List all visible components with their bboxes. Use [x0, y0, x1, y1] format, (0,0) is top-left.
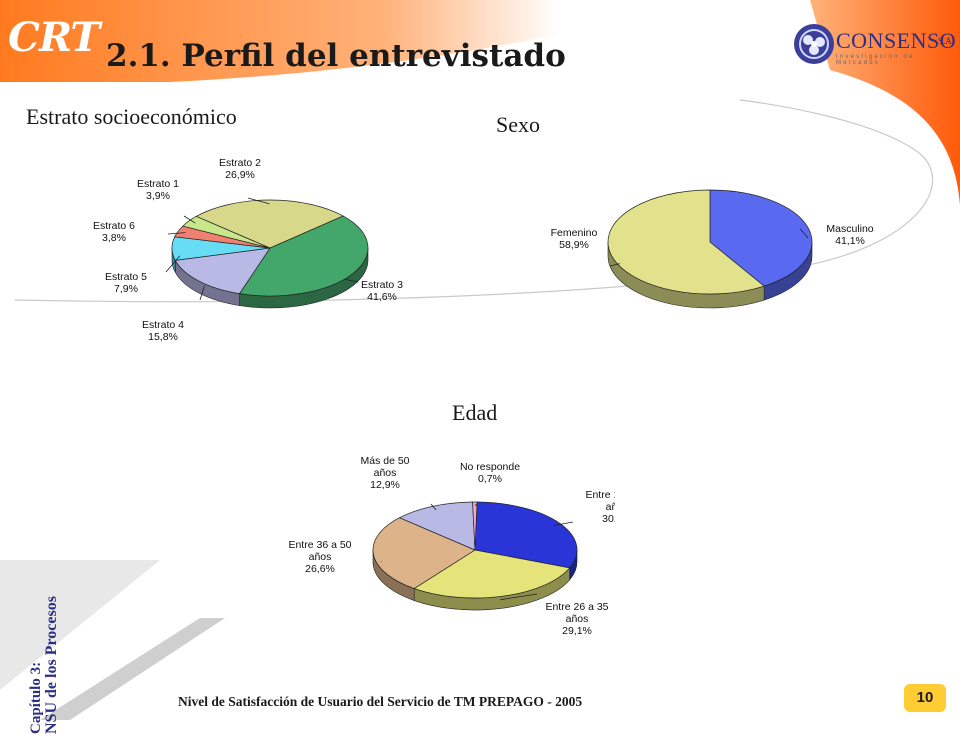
page-number: 10 — [904, 684, 946, 712]
pie-data-label: Entre 18 a 25años30,8% — [585, 489, 615, 525]
pie-chart-edad: Entre 18 a 25años30,8% Entre 26 a 35años2… — [285, 452, 615, 652]
chapter-number: Capítulo 3: — [28, 534, 44, 734]
brand-tagline: Investigación de Mercados — [836, 54, 956, 66]
chart-title-edad: Edad — [452, 400, 497, 426]
crt-logo: CRT — [8, 14, 99, 61]
chart-title-sexo: Sexo — [496, 112, 540, 138]
brand-suffix: S.A. — [938, 36, 954, 46]
page-title: 2.1. Perfil del entrevistado — [106, 38, 566, 74]
chapter-label: Capítulo 3: NSU de los Procesos — [28, 534, 60, 734]
chart-title-estrato: Estrato socioeconómico — [26, 104, 237, 130]
chapter-name: NSU de los Procesos — [44, 534, 60, 734]
footer-text: Nivel de Satisfacción de Usuario del Ser… — [178, 694, 582, 710]
globe-icon — [792, 22, 836, 66]
consenso-logo: CONSENSO S.A. Investigación de Mercados — [790, 20, 956, 82]
